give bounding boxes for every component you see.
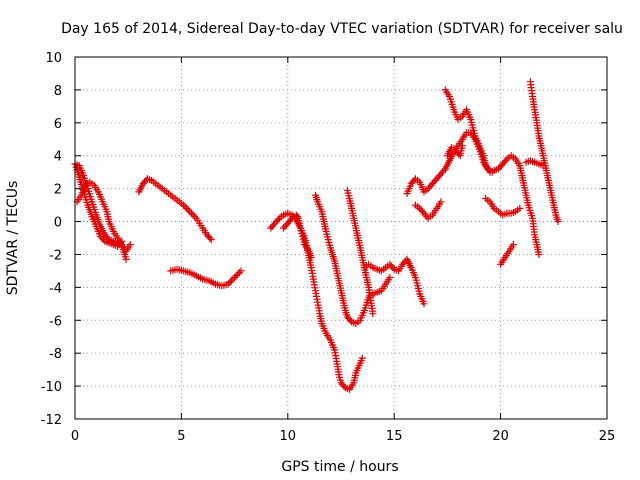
data-points <box>71 78 562 393</box>
series-track-16 <box>497 241 517 268</box>
data-point <box>189 211 197 219</box>
y-tick-label: -8 <box>49 347 62 362</box>
data-point <box>184 206 192 214</box>
plot-frame <box>74 56 608 420</box>
data-point <box>237 267 245 275</box>
y-axis-label: SDTVAR / TECUs <box>5 181 21 296</box>
data-point <box>340 382 348 390</box>
data-point <box>287 216 295 224</box>
data-point <box>535 251 543 258</box>
y-tick-label: -2 <box>49 248 62 263</box>
data-point <box>234 270 242 278</box>
series-track-18 <box>526 78 562 225</box>
data-point <box>206 234 214 242</box>
data-point <box>516 204 524 212</box>
data-point <box>358 354 366 362</box>
data-point <box>226 278 234 286</box>
data-point <box>231 274 239 281</box>
data-point <box>186 208 194 216</box>
data-point <box>122 255 130 263</box>
data-point <box>229 275 237 283</box>
data-point <box>369 310 377 318</box>
data-point <box>207 236 215 244</box>
data-point <box>224 280 232 288</box>
x-axis-label: GPS time / hours <box>281 459 398 475</box>
data-point <box>118 237 126 245</box>
data-point <box>126 241 134 249</box>
series-track-2 <box>73 178 130 263</box>
data-point <box>307 254 315 262</box>
x-tick-label: 10 <box>280 429 297 444</box>
data-point <box>183 204 191 212</box>
y-tick-label: -6 <box>49 314 62 329</box>
data-point <box>274 216 282 224</box>
data-point <box>346 316 354 324</box>
y-tick-label: -4 <box>49 281 62 296</box>
data-point <box>437 198 445 206</box>
series-track-10 <box>360 255 428 308</box>
x-tick-label: 15 <box>386 429 403 444</box>
grid <box>75 57 607 419</box>
series-track-11 <box>403 129 496 198</box>
x-tick-label: 20 <box>492 429 509 444</box>
data-point <box>420 300 428 308</box>
data-point <box>191 213 199 221</box>
data-point <box>227 277 235 285</box>
data-point <box>293 213 301 221</box>
series-track-13 <box>443 142 466 160</box>
chart-title: Day 165 of 2014, Sidereal Day-to-day VTE… <box>61 21 623 37</box>
series-track-6 <box>267 209 366 393</box>
data-point <box>188 209 195 217</box>
data-point <box>502 157 510 165</box>
series-track-3 <box>72 163 126 250</box>
y-tick-label: 10 <box>45 51 62 66</box>
data-point <box>440 167 448 174</box>
data-point <box>554 218 562 225</box>
series-track-8 <box>312 191 394 328</box>
x-tick-label: 5 <box>177 429 185 444</box>
y-tick-label: 2 <box>54 183 62 198</box>
series-track-12 <box>412 198 445 222</box>
x-tick-label: 25 <box>599 429 616 444</box>
data-point <box>232 272 240 280</box>
y-tick-label: 8 <box>54 84 62 99</box>
data-point <box>181 203 189 211</box>
x-tick-label: 0 <box>71 429 79 444</box>
data-point <box>116 239 124 247</box>
series-track-9 <box>343 186 377 318</box>
data-point <box>386 274 394 281</box>
y-tick-label: 0 <box>54 216 62 231</box>
y-tick-label: 4 <box>54 150 62 165</box>
series-track-5 <box>167 265 245 290</box>
data-point <box>235 269 243 277</box>
series-track-15 <box>482 195 524 219</box>
series-track-4 <box>135 175 215 244</box>
y-tick-label: -12 <box>41 413 62 428</box>
y-tick-label: -10 <box>41 380 62 395</box>
y-tick-label: 6 <box>54 117 62 132</box>
data-point <box>509 241 517 249</box>
series-track-17 <box>522 157 547 170</box>
data-point <box>458 142 466 150</box>
series-track-14 <box>441 86 543 258</box>
series-track-7 <box>280 211 315 262</box>
data-point <box>180 201 187 209</box>
